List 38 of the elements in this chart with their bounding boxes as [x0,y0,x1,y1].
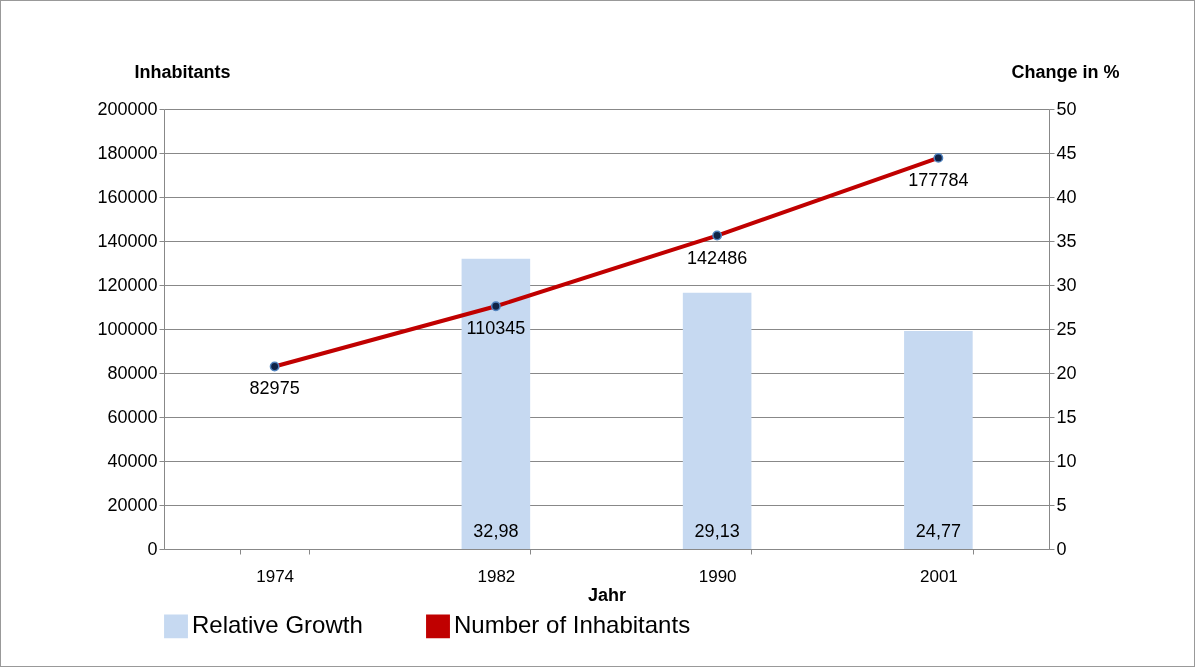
x-tick-label: 1974 [256,566,295,586]
y2-tick-label: 30 [1056,274,1077,295]
y-tick-label: 60000 [107,406,158,427]
data-label: 32,98 [473,521,519,541]
y-tick-label: 100000 [97,318,158,339]
y2-tick-label: 10 [1056,450,1077,471]
y-tick-label: 180000 [97,142,158,163]
y-tick-label: 40000 [107,450,158,471]
y2-axis-title: Change in % [1011,61,1120,82]
data-label: 29,13 [694,521,740,541]
y2-tick-label: 35 [1056,230,1077,251]
y-tick-label: 200000 [97,98,158,119]
data-label: 142486 [687,247,748,268]
y-tick-label: 120000 [97,274,158,295]
y-tick-label: 140000 [97,230,158,251]
y2-tick-label: 0 [1056,538,1067,559]
y2-tick-label: 25 [1056,318,1077,339]
x-axis-title: Jahr [587,584,627,605]
y2-tick-label: 45 [1056,142,1077,163]
data-label: 110345 [466,318,526,339]
y2-tick-label: 20 [1056,362,1077,383]
y2-tick-label: 50 [1056,98,1077,119]
y-tick-label: 20000 [107,494,158,515]
x-tick-label: 1990 [698,566,737,586]
y-axis-title: Inhabitants [134,61,231,82]
y2-tick-label: 40 [1056,186,1077,207]
x-tick-label: 1982 [477,566,516,586]
data-label: 177784 [908,169,969,190]
legend-label: Relative Growth [192,611,363,639]
y-tick-label: 160000 [97,186,158,207]
y2-tick-label: 15 [1056,406,1077,427]
y-tick-label: 0 [147,538,158,559]
data-label: 24,77 [915,521,961,541]
data-label: 82975 [249,378,300,399]
y2-tick-label: 5 [1056,494,1067,515]
x-tick-label: 2001 [919,566,958,586]
y-tick-label: 80000 [107,362,158,383]
legend-label: Number of Inhabitants [454,611,691,639]
